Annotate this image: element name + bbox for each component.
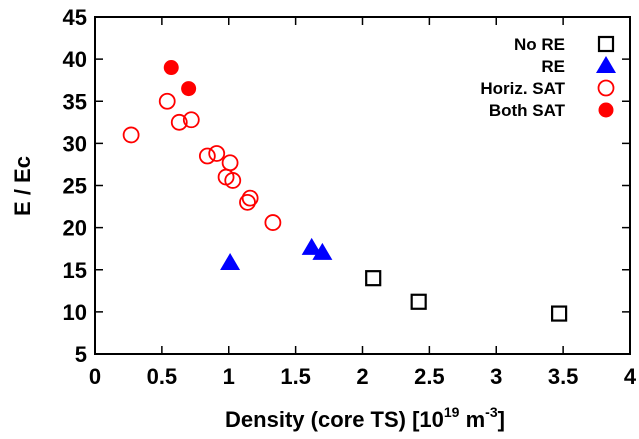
- y-tick-label: 30: [63, 131, 87, 156]
- point-horiz-sat: [182, 111, 200, 129]
- point-horiz-sat: [198, 147, 216, 165]
- x-tick-label: 4: [624, 364, 637, 389]
- point-horiz-sat: [208, 145, 226, 162]
- legend-label-both-sat: Both SAT: [489, 101, 566, 120]
- y-tick-label: 40: [63, 47, 87, 72]
- point-horiz-sat: [158, 92, 176, 110]
- point-horiz-sat: [170, 113, 188, 131]
- x-tick-label: 2.5: [414, 364, 445, 389]
- legend-label-re: RE: [541, 57, 565, 76]
- x-axis-label-unit: m: [459, 407, 485, 432]
- point-horiz-sat: [224, 172, 242, 189]
- y-tick-label: 25: [63, 174, 87, 199]
- point-re: [301, 237, 322, 255]
- y-tick-label: 35: [63, 89, 87, 114]
- x-tick-label: 2: [356, 364, 368, 389]
- plot-frame: [94, 16, 631, 355]
- x-tick-label: 0.5: [147, 364, 178, 389]
- data-points: [122, 60, 568, 322]
- y-tick-label: 45: [63, 5, 87, 30]
- legend-marker-no-re: [597, 35, 615, 53]
- x-axis-label-close: ]: [498, 407, 505, 432]
- legend-label-horiz-sat: Horiz. SAT: [480, 79, 565, 98]
- legend-label-no-re: No RE: [514, 35, 565, 54]
- point-both-sat: [181, 81, 197, 97]
- legend: No RE RE Horiz. SAT Both SAT: [480, 35, 616, 120]
- y-axis-label: E / Ec: [10, 156, 35, 216]
- legend-marker-both-sat: [598, 102, 614, 118]
- point-horiz-sat: [264, 214, 282, 231]
- y-tick-label: 15: [63, 258, 87, 283]
- x-axis-label: Density (core TS) [1019 m-3]: [225, 404, 505, 432]
- point-horiz-sat: [239, 193, 256, 211]
- x-tick-label: 1.5: [280, 364, 311, 389]
- y-tick-label: 10: [63, 300, 87, 325]
- x-tick-label: 3.5: [548, 364, 579, 389]
- point-re: [312, 242, 333, 260]
- y-tick-label: 5: [75, 342, 87, 367]
- x-axis-label-exponent: 19: [444, 404, 460, 420]
- x-axis-label-main: Density (core TS) [10: [225, 407, 444, 432]
- x-tick-label: 0: [89, 364, 101, 389]
- point-re: [220, 253, 241, 271]
- point-no-re: [551, 305, 568, 322]
- legend-marker-horiz-sat: [597, 79, 615, 97]
- point-no-re: [365, 270, 382, 287]
- point-no-re: [410, 293, 427, 310]
- legend-marker-re: [596, 56, 616, 73]
- x-tick-label: 1: [223, 364, 235, 389]
- x-tick-label: 3: [490, 364, 502, 389]
- point-horiz-sat: [221, 154, 239, 172]
- point-horiz-sat: [241, 189, 259, 207]
- x-axis-label-unit-exponent: -3: [485, 404, 498, 420]
- point-both-sat: [163, 60, 179, 76]
- y-tick-label: 20: [63, 216, 87, 241]
- point-horiz-sat: [122, 126, 140, 144]
